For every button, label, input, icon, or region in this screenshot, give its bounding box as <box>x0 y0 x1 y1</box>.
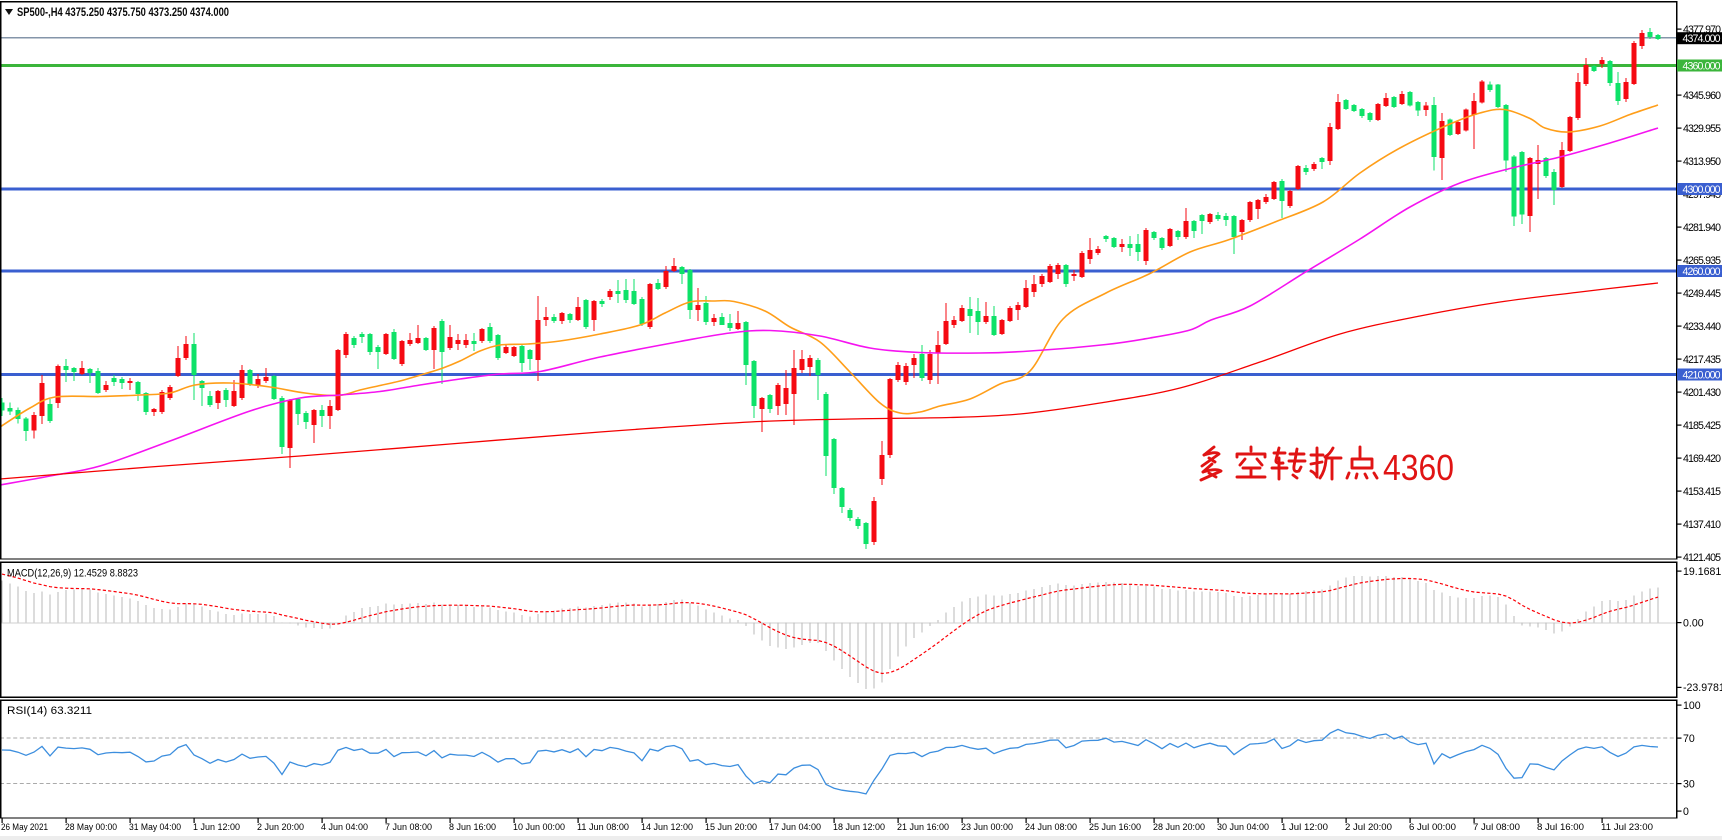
svg-text:6 Jul 00:00: 6 Jul 00:00 <box>1409 822 1456 833</box>
svg-text:18 Jun 12:00: 18 Jun 12:00 <box>833 822 885 833</box>
svg-text:11 Jul 23:00: 11 Jul 23:00 <box>1601 822 1653 833</box>
svg-text:4329.955: 4329.955 <box>1683 123 1721 135</box>
svg-text:4153.415: 4153.415 <box>1683 486 1721 498</box>
svg-text:4249.445: 4249.445 <box>1683 288 1721 300</box>
svg-text:30 Jun 04:00: 30 Jun 04:00 <box>1217 822 1269 833</box>
svg-text:4 Jun 04:00: 4 Jun 04:00 <box>321 822 368 833</box>
svg-text:19.1681: 19.1681 <box>1683 566 1721 578</box>
svg-text:4374.000: 4374.000 <box>1683 33 1721 45</box>
svg-text:28 Jun 20:00: 28 Jun 20:00 <box>1153 822 1205 833</box>
svg-text:7 Jul 08:00: 7 Jul 08:00 <box>1473 822 1520 833</box>
svg-text:4121.405: 4121.405 <box>1683 552 1721 564</box>
svg-text:4137.410: 4137.410 <box>1683 519 1721 531</box>
svg-text:26 May 2021: 26 May 2021 <box>1 822 48 833</box>
svg-text:MACD(12,26,9) 12.4529 8.8823: MACD(12,26,9) 12.4529 8.8823 <box>7 568 138 580</box>
svg-text:24 Jun 08:00: 24 Jun 08:00 <box>1025 822 1077 833</box>
svg-text:10 Jun 00:00: 10 Jun 00:00 <box>513 822 565 833</box>
svg-text:RSI(14) 63.3211: RSI(14) 63.3211 <box>7 705 92 717</box>
svg-text:4210.000: 4210.000 <box>1683 369 1721 381</box>
svg-text:17 Jun 04:00: 17 Jun 04:00 <box>769 822 821 833</box>
svg-text:1 Jun 12:00: 1 Jun 12:00 <box>193 822 240 833</box>
svg-text:4185.425: 4185.425 <box>1683 420 1721 432</box>
svg-text:30: 30 <box>1683 778 1695 790</box>
svg-text:4281.940: 4281.940 <box>1683 222 1721 234</box>
svg-text:8 Jun 16:00: 8 Jun 16:00 <box>449 822 496 833</box>
svg-text:SP500-,H4 4375.250 4375.750 4: SP500-,H4 4375.250 4375.750 4373.250 437… <box>17 5 229 19</box>
svg-text:-23.9781: -23.9781 <box>1683 682 1722 694</box>
svg-text:25 Jun 16:00: 25 Jun 16:00 <box>1089 822 1141 833</box>
svg-text:31 May 04:00: 31 May 04:00 <box>129 822 181 833</box>
svg-text:4201.430: 4201.430 <box>1683 387 1721 399</box>
svg-text:8 Jul 16:00: 8 Jul 16:00 <box>1537 822 1584 833</box>
svg-text:0.00: 0.00 <box>1683 617 1704 629</box>
svg-text:0: 0 <box>1683 806 1689 818</box>
svg-text:11 Jun 08:00: 11 Jun 08:00 <box>577 822 629 833</box>
svg-text:2 Jul 20:00: 2 Jul 20:00 <box>1345 822 1392 833</box>
svg-text:100: 100 <box>1683 700 1701 712</box>
svg-text:28 May 00:00: 28 May 00:00 <box>65 822 117 833</box>
svg-text:7 Jun 08:00: 7 Jun 08:00 <box>385 822 432 833</box>
svg-text:1 Jul 12:00: 1 Jul 12:00 <box>1281 822 1328 833</box>
svg-text:15 Jun 20:00: 15 Jun 20:00 <box>705 822 757 833</box>
svg-text:4345.960: 4345.960 <box>1683 90 1721 102</box>
svg-text:4265.935: 4265.935 <box>1683 255 1721 267</box>
svg-text:4300.000: 4300.000 <box>1683 184 1721 196</box>
svg-text:4360: 4360 <box>1383 447 1454 488</box>
svg-text:21 Jun 16:00: 21 Jun 16:00 <box>897 822 949 833</box>
svg-text:4233.440: 4233.440 <box>1683 321 1721 333</box>
svg-text:14 Jun 12:00: 14 Jun 12:00 <box>641 822 693 833</box>
svg-text:4217.435: 4217.435 <box>1683 354 1721 366</box>
svg-text:23 Jun 00:00: 23 Jun 00:00 <box>961 822 1013 833</box>
svg-text:4360.000: 4360.000 <box>1683 60 1721 72</box>
svg-text:70: 70 <box>1683 733 1695 745</box>
svg-text:4260.000: 4260.000 <box>1683 266 1721 278</box>
svg-text:2 Jun 20:00: 2 Jun 20:00 <box>257 822 304 833</box>
svg-text:4313.950: 4313.950 <box>1683 156 1721 168</box>
svg-text:4169.420: 4169.420 <box>1683 453 1721 465</box>
